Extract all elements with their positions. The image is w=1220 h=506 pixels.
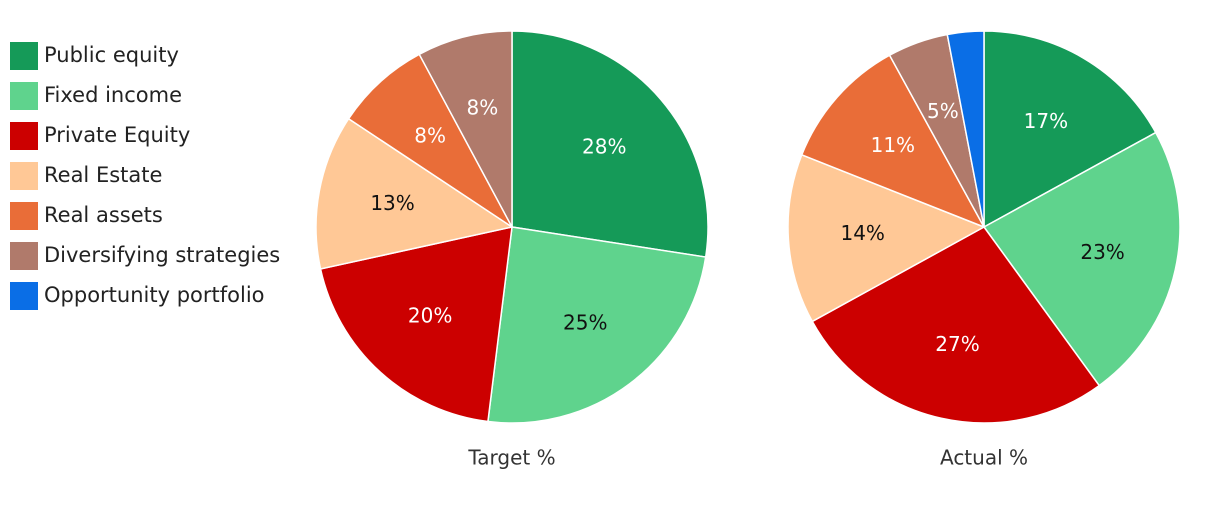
slice-label: 28% [582,134,626,158]
slice-label: 20% [408,303,452,327]
slice-label: 27% [935,332,979,356]
pie-slice [511,30,709,258]
legend-swatch [10,282,38,310]
slice-label: 8% [414,124,446,148]
slice-label: 8% [466,96,498,120]
pie-slice [347,53,513,228]
legend-swatch [10,122,38,150]
legend-label: Diversifying strategies [44,243,280,267]
slice-label: 13% [370,191,414,215]
chart-title: Actual % [940,446,1028,470]
chart-title: Target % [467,446,555,470]
pie-slice [487,226,707,424]
legend-label: Real assets [44,203,163,227]
legend-swatch [10,242,38,270]
slice-label: 5% [927,99,959,123]
pie-slice [315,117,514,270]
legend-label: Fixed income [44,83,182,107]
legend-swatch [10,202,38,230]
legend-swatch [10,42,38,70]
pie-slice [787,153,986,323]
slice-label: 25% [563,310,607,334]
legend-swatch [10,162,38,190]
legend-label: Opportunity portfolio [44,283,265,307]
legend-swatch [10,82,38,110]
pie-slice [800,54,986,229]
pie-slice [946,30,985,228]
pie-slice [811,226,1101,424]
slice-label: 11% [871,133,915,157]
slice-label: 23% [1080,240,1124,264]
slice-label: 14% [840,221,884,245]
pie-slice [983,30,1157,229]
pie-slice [319,226,513,423]
legend-label: Public equity [44,43,179,67]
pie-slice [418,30,513,228]
pie-slice [982,131,1181,387]
legend-label: Real Estate [44,163,162,187]
legend-label: Private Equity [44,123,190,147]
slice-label: 17% [1024,109,1068,133]
